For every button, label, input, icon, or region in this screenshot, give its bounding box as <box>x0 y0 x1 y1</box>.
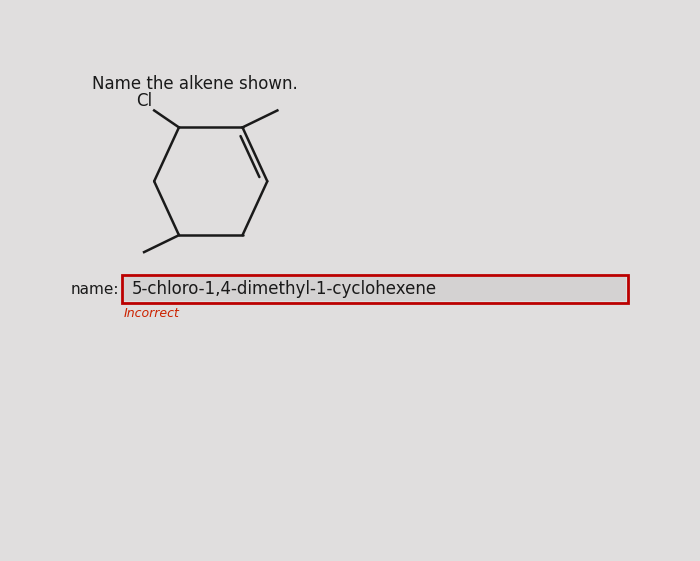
FancyBboxPatch shape <box>124 277 626 301</box>
Text: Name the alkene shown.: Name the alkene shown. <box>92 75 298 93</box>
Text: name:: name: <box>71 282 119 297</box>
Text: Incorrect: Incorrect <box>124 307 180 320</box>
Text: Cl: Cl <box>136 91 152 109</box>
Text: 5-chloro-1,4-dimethyl-1-cyclohexene: 5-chloro-1,4-dimethyl-1-cyclohexene <box>132 280 437 298</box>
